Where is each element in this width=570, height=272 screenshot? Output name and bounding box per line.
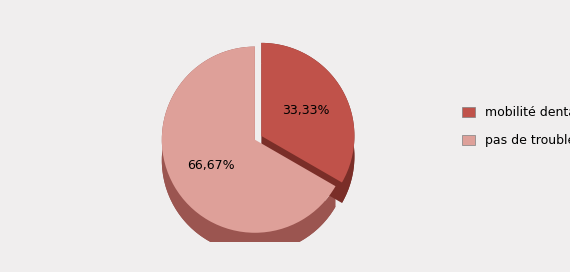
Wedge shape [261, 43, 355, 183]
Wedge shape [261, 63, 355, 203]
Text: 33,33%: 33,33% [282, 104, 329, 117]
Text: 66,67%: 66,67% [187, 159, 234, 172]
Polygon shape [162, 47, 336, 253]
Legend: mobilité dentaire, pas de trouble dentaire: mobilité dentaire, pas de trouble dentai… [462, 106, 570, 147]
Wedge shape [162, 47, 336, 233]
Polygon shape [261, 43, 355, 203]
Wedge shape [162, 67, 336, 253]
